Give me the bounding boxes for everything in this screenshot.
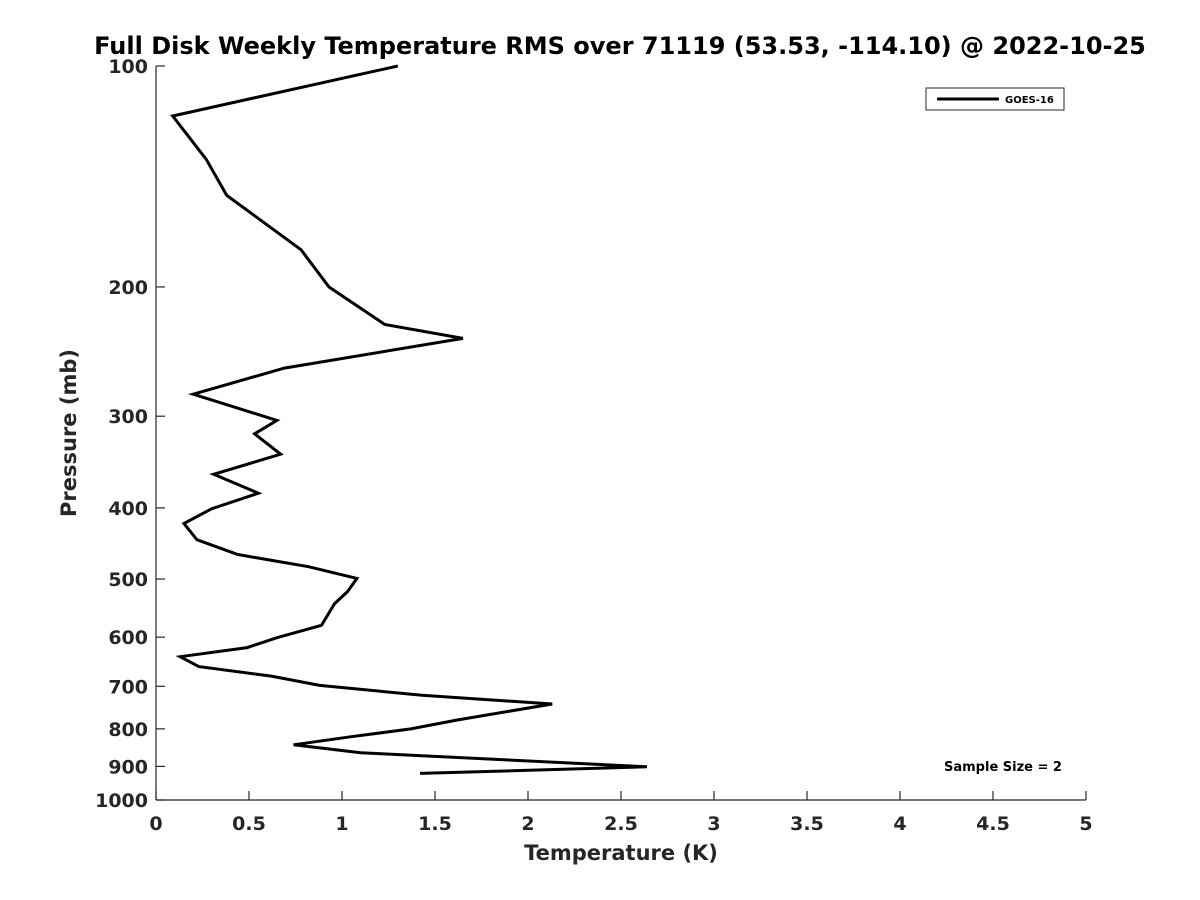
x-axis-label: Temperature (K) — [524, 841, 718, 865]
x-tick-label: 1.5 — [418, 813, 452, 835]
y-tick-label: 400 — [108, 498, 148, 520]
y-tick-label: 500 — [108, 569, 148, 591]
x-tick-label: 4 — [893, 813, 906, 835]
x-ticks: 0 0.5 1 1.5 2 2.5 3 3.5 4 4.5 5 — [149, 791, 1093, 835]
x-tick-label: 3.5 — [790, 813, 824, 835]
legend: GOES-16 — [925, 87, 1065, 111]
x-tick-label: 0 — [149, 813, 162, 835]
y-tick-label: 800 — [108, 719, 148, 741]
y-tick-label: 600 — [108, 627, 148, 649]
y-tick-label: 900 — [108, 756, 148, 778]
chart-title: Full Disk Weekly Temperature RMS over 71… — [94, 32, 1146, 60]
x-tick-label: 3 — [707, 813, 720, 835]
series-line-goes-16 — [170, 64, 648, 775]
x-tick-label: 2.5 — [604, 813, 638, 835]
y-tick-label: 700 — [108, 676, 148, 698]
x-tick-label: 4.5 — [976, 813, 1010, 835]
sample-size-annotation: Sample Size = 2 — [944, 760, 1062, 775]
y-tick-label: 300 — [108, 406, 148, 428]
axes: 0 0.5 1 1.5 2 2.5 3 3.5 4 4.5 5 100 200 300 400 500 600… — [95, 56, 1093, 835]
series-layer — [170, 64, 648, 775]
x-tick-label: 0.5 — [232, 813, 266, 835]
x-tick-label: 5 — [1079, 813, 1092, 835]
y-tick-label: 100 — [108, 56, 148, 78]
x-tick-label: 1 — [335, 813, 348, 835]
y-tick-label: 200 — [108, 277, 148, 299]
legend-label-goes-16: GOES-16 — [1005, 95, 1054, 106]
x-tick-label: 2 — [521, 813, 534, 835]
y-axis-label: Pressure (mb) — [57, 349, 81, 517]
y-ticks: 100 200 300 400 500 600 700 800 900 1000 — [95, 56, 165, 812]
y-tick-label: 1000 — [95, 790, 148, 812]
